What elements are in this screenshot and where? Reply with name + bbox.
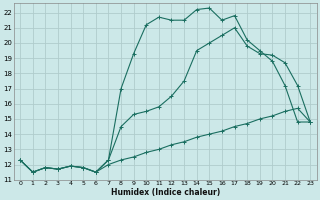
X-axis label: Humidex (Indice chaleur): Humidex (Indice chaleur)	[111, 188, 220, 197]
